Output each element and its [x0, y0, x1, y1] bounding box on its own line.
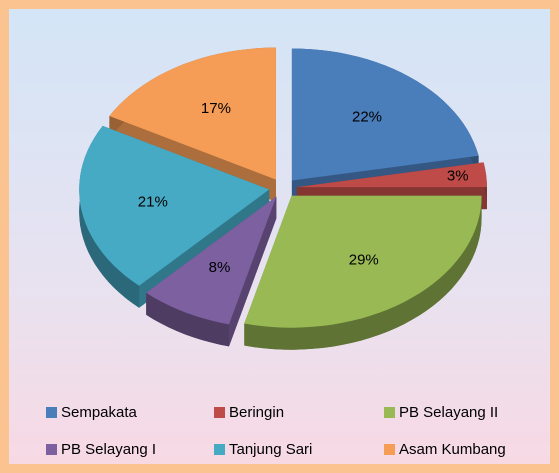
legend-label: Beringin [229, 404, 284, 421]
legend-swatch [214, 444, 225, 455]
slice [291, 48, 479, 181]
slice [109, 47, 276, 180]
data-label: 21% [138, 193, 168, 210]
legend-swatch [46, 444, 57, 455]
slice-wall [146, 292, 229, 347]
slice-wall [79, 125, 140, 308]
slice [296, 162, 487, 188]
data-label: 3% [447, 167, 469, 184]
legend-swatch [384, 407, 395, 418]
slice [146, 196, 277, 325]
legend-label: PB Selayang II [399, 404, 498, 421]
data-label: 29% [349, 251, 379, 268]
slice-side [229, 196, 277, 347]
legend-label: Asam Kumbang [399, 441, 506, 458]
legend-label: PB Selayang I [61, 441, 156, 458]
legend-swatch [214, 407, 225, 418]
slice-wall [244, 195, 482, 350]
legend-label: Tanjung Sari [229, 441, 312, 458]
legend-swatch [384, 444, 395, 455]
slice [79, 125, 270, 286]
slice [244, 195, 482, 328]
data-label: 17% [201, 100, 231, 117]
data-label: 8% [209, 259, 231, 276]
legend-label: Sempakata [61, 404, 138, 421]
data-label: 22% [352, 108, 382, 125]
legend-swatch [46, 407, 57, 418]
